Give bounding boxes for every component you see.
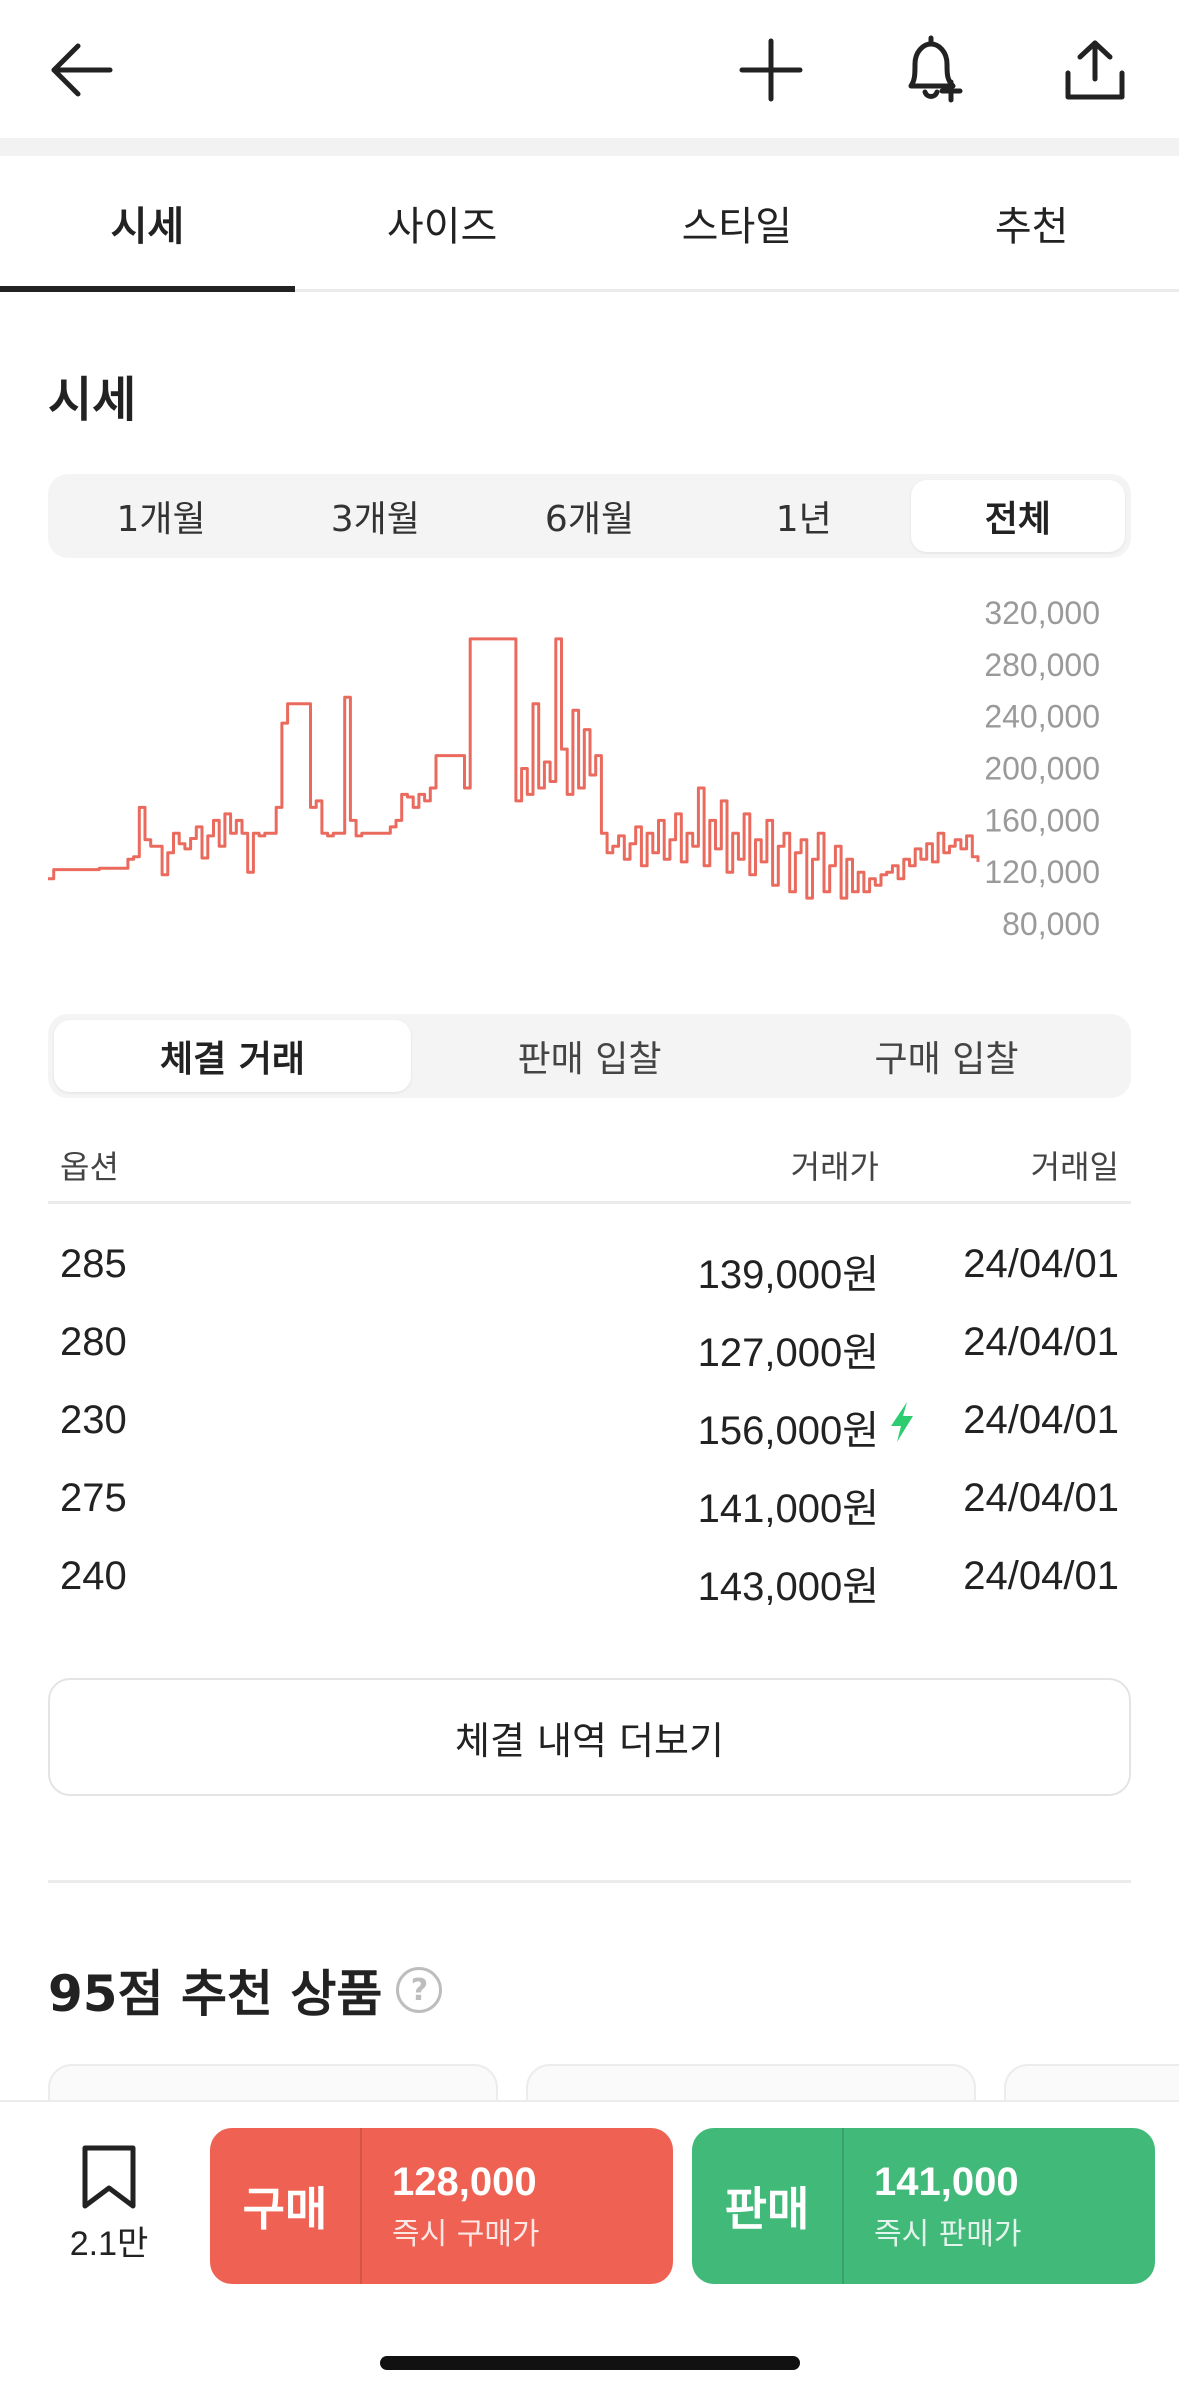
section-title: 시세: [48, 372, 137, 428]
table-row: 240 143,000원 24/04/01: [48, 1542, 1131, 1620]
sell-price: 141,000: [874, 2159, 1019, 2204]
tab-style[interactable]: 스타일: [681, 203, 793, 250]
period-all[interactable]: 전체: [910, 480, 1126, 552]
trade-type-selector: 체결 거래 판매 입찰 구매 입찰: [48, 1014, 1131, 1098]
bookmark-icon: [82, 2145, 136, 2209]
trade-table-header: 옵션 거래가 거래일: [48, 1130, 1131, 1204]
bookmark-count: 2.1만: [69, 2225, 149, 2263]
plus-icon: [739, 38, 803, 102]
table-row: 280 127,000원 24/04/01: [48, 1308, 1131, 1386]
header-option: 옵션: [60, 1148, 119, 1186]
trade-type-buy-bids[interactable]: 구매 입찰: [874, 1039, 1019, 1080]
row-date: 24/04/01: [963, 1398, 1119, 1442]
buy-label: 구매: [210, 2128, 362, 2284]
row-price: 156,000원: [697, 1409, 879, 1453]
row-option: 240: [60, 1554, 127, 1598]
arrow-left-icon: [51, 43, 113, 97]
trade-table-body: 285 139,000원 24/04/01 280 127,000원 24/04…: [48, 1230, 1131, 1620]
header-price: 거래가: [790, 1148, 879, 1186]
row-price: 143,000원: [697, 1565, 879, 1609]
price-chart[interactable]: 320,000 280,000 240,000 200,000 160,000 120,0…: [48, 600, 1131, 950]
tab-recommend[interactable]: 추천: [994, 203, 1069, 250]
row-date: 24/04/01: [963, 1242, 1119, 1286]
header-date: 거래일: [1030, 1148, 1119, 1186]
row-price: 141,000원: [697, 1487, 879, 1531]
table-row: 275 141,000원 24/04/01: [48, 1464, 1131, 1542]
row-price: 139,000원: [697, 1253, 879, 1297]
row-option: 280: [60, 1320, 127, 1364]
row-date: 24/04/01: [963, 1320, 1119, 1364]
recommend-section-title: 95점 추천 상품 ?: [48, 1954, 443, 2026]
help-icon[interactable]: ?: [396, 1967, 443, 2013]
recommend-card[interactable]: [48, 2064, 498, 2104]
sell-subtitle: 즉시 판매가: [874, 2216, 1022, 2252]
y-axis-tick-label: 200,000: [984, 751, 1100, 787]
table-row: 230 156,000원 24/04/01: [48, 1386, 1131, 1464]
top-navigation-bar: [0, 0, 1179, 138]
y-axis-tick-label: 320,000: [984, 600, 1100, 631]
tab-price[interactable]: 시세: [0, 156, 295, 292]
row-date: 24/04/01: [963, 1476, 1119, 1520]
lightning-icon: [891, 1402, 913, 1442]
period-selector: 1개월 3개월 6개월 1년 전체: [48, 474, 1131, 558]
section-divider: [48, 1880, 1131, 1883]
header-divider: [0, 138, 1179, 156]
row-option: 230: [60, 1398, 127, 1442]
period-1-month[interactable]: 1개월: [116, 499, 206, 540]
period-3-months[interactable]: 3개월: [330, 499, 420, 540]
row-price: 127,000원: [697, 1331, 879, 1375]
bookmark-button[interactable]: 2.1만: [54, 2144, 164, 2274]
trade-type-sell-bids[interactable]: 판매 입찰: [517, 1039, 662, 1080]
product-tabs: 시세 사이즈 스타일 추천: [0, 156, 1179, 292]
recommend-cards-peek: [0, 2064, 1179, 2104]
y-axis-tick-label: 160,000: [984, 802, 1100, 838]
y-axis-tick-label: 240,000: [984, 699, 1100, 735]
sell-label: 판매: [692, 2128, 844, 2284]
buy-subtitle: 즉시 구매가: [392, 2216, 540, 2252]
period-6-months[interactable]: 6개월: [544, 499, 635, 540]
trade-type-completed[interactable]: 체결 거래: [54, 1020, 411, 1092]
period-1-year[interactable]: 1년: [775, 499, 832, 540]
tab-size[interactable]: 사이즈: [386, 203, 498, 250]
bottom-action-bar: 2.1만 구매 128,000 즉시 구매가 판매 141,000 즉시 판매가: [0, 2100, 1179, 2400]
buy-price: 128,000: [392, 2159, 537, 2204]
row-option: 285: [60, 1242, 127, 1286]
recommend-title-text: 95점 추천 상품: [48, 1965, 383, 2023]
y-axis-tick-label: 80,000: [1002, 906, 1100, 942]
price-series-line: [48, 637, 980, 900]
y-axis-tick-label: 120,000: [984, 854, 1100, 890]
recommend-card[interactable]: [1004, 2064, 1179, 2104]
row-date: 24/04/01: [963, 1554, 1119, 1598]
share-icon: [1065, 40, 1125, 100]
row-option: 275: [60, 1476, 127, 1520]
price-alert-button[interactable]: [888, 25, 978, 115]
y-axis-tick-label: 280,000: [984, 647, 1100, 683]
home-indicator: [380, 2356, 800, 2370]
recommend-card[interactable]: [526, 2064, 976, 2104]
add-button[interactable]: [726, 25, 816, 115]
view-more-trades-button[interactable]: 체결 내역 더보기: [48, 1678, 1131, 1796]
buy-button[interactable]: 구매 128,000 즉시 구매가: [210, 2128, 673, 2284]
table-row: 285 139,000원 24/04/01: [48, 1230, 1131, 1308]
back-button[interactable]: [36, 25, 126, 115]
bell-plus-icon: [908, 35, 963, 103]
sell-button[interactable]: 판매 141,000 즉시 판매가: [692, 2128, 1155, 2284]
price-chart-svg: 320,000 280,000 240,000 200,000 160,000 120,0…: [48, 600, 1100, 942]
share-button[interactable]: [1050, 25, 1140, 115]
